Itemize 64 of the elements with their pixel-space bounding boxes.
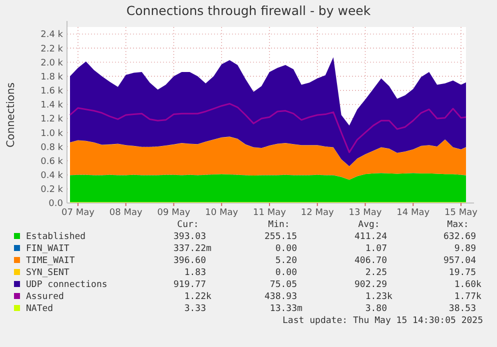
y-tick-label: 1.2 k [40,114,64,125]
text: 337.22m [174,244,212,254]
text: 2.25 [365,268,387,278]
text: 0.00 [275,268,297,278]
x-tick-label: 09 May [157,208,191,218]
y-tick-label: 2.0 k [40,58,64,68]
text: 919.77 [173,280,206,290]
legend-label: FIN_WAIT [26,244,70,254]
text: 1.83 [184,268,206,278]
y-tick-label: 1.6 k [40,86,64,97]
x-tick-label: 10 May [205,208,239,218]
text: 3.80 [365,304,387,314]
text: 411.24 [354,232,387,242]
y-tick-label: 2.4 k [40,30,64,40]
y-tick-label: 1.0 k [40,128,64,139]
text: 396.60 [173,256,206,266]
x-tick-label: 11 May [253,208,287,218]
text: 902.29 [354,280,387,290]
text: Max: [447,220,469,230]
x-tick-label: 08 May [109,208,143,218]
text: 38.53 [448,304,476,314]
y-tick-label: 2.2 k [40,44,64,54]
text: 406.70 [354,256,387,266]
text: 255.15 [264,232,297,242]
y-tick-label: 1.4 k [40,100,64,111]
y-tick-label: 0.2 k [40,185,64,196]
chart-title: Connections through firewall - by week [126,3,372,18]
text: Cur: [177,220,199,230]
text: Min: [268,220,290,230]
y-tick-label: 0.6 k [40,156,64,167]
y-axis-title: Connections [5,82,17,148]
text: 3.33 [184,304,206,314]
y-tick-label: 0.4 k [40,170,64,181]
text: 0.00 [275,244,297,254]
x-tick-label: 13 May [348,208,382,218]
legend-label: UDP connections [26,280,108,290]
text: 9.89 [454,244,476,254]
text: 1.60k [454,280,482,290]
legend-label: Established [26,232,86,242]
text: 13.33m [270,304,302,314]
x-tick-label: 07 May [62,208,96,218]
y-tick-label: 1.8 k [40,72,64,82]
text: 1.22k [184,292,212,302]
text: 632.69 [443,232,476,242]
text: 957.04 [443,256,476,266]
text: 1.07 [365,244,387,254]
text: 393.03 [173,232,206,242]
legend-label: TIME_WAIT [26,256,76,266]
text: Avg: [358,220,380,230]
y-tick-label: 0.0 [48,199,64,210]
text: 5.20 [275,256,297,266]
text: 19.75 [448,268,476,278]
x-tick-label: 15 May [444,208,478,218]
legend-label: NATed [26,304,54,314]
text: 1.77k [454,292,482,302]
text: 1.23k [365,292,394,302]
x-tick-label: 12 May [300,208,335,218]
text: Last update: Thu May 15 14:30:05 2025 [282,316,483,326]
legend-label: SYN_SENT [26,268,70,278]
x-tick-label: 14 May [396,208,430,218]
text: 75.05 [270,280,297,290]
text: 438.93 [264,292,297,302]
y-tick-label: 0.8 k [40,142,64,153]
legend-label: Assured [26,292,64,302]
